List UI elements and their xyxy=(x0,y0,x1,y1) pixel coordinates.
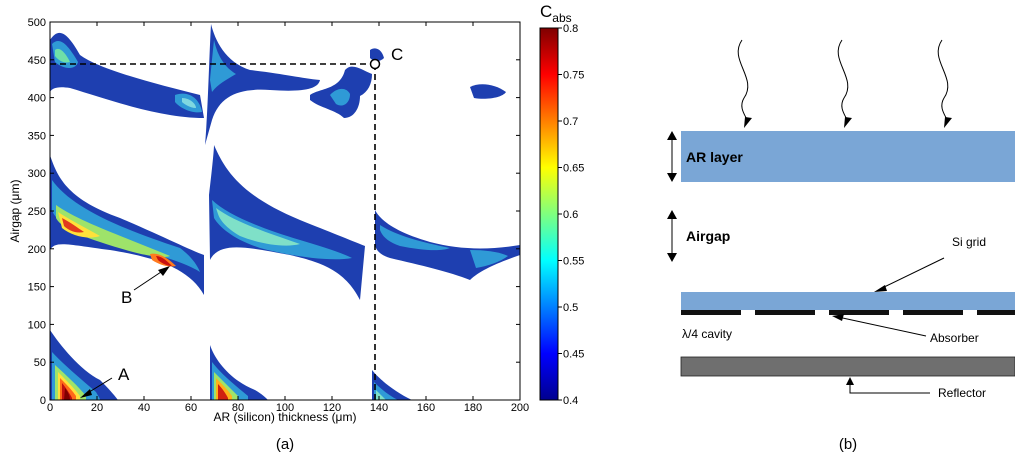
contour-regions xyxy=(50,24,520,400)
colorbar-label: Cabs xyxy=(540,2,572,25)
absorber-segment xyxy=(755,310,815,315)
ar-layer-label: AR layer xyxy=(686,149,743,165)
y-tick-label: 250 xyxy=(28,206,46,218)
y-tick-label: 400 xyxy=(28,93,46,105)
contour-plot: 0 20 40 60 80 100 120 140 160 180 200 0 50 100 150 200… xyxy=(8,2,584,453)
x-tick-label: 0 xyxy=(47,402,53,414)
radiation-arrowhead-1 xyxy=(744,117,752,128)
x-tick-label: 180 xyxy=(464,402,482,414)
point-b: B xyxy=(121,266,170,307)
radiation-wave-3 xyxy=(937,39,949,123)
x-tick-label: 80 xyxy=(232,402,244,414)
reflector-label: Reflector xyxy=(938,386,986,400)
contour-spike-top xyxy=(205,24,320,145)
absorber-segment xyxy=(977,310,1015,315)
layer-diagram: AR layer Airgap Si grid λ/4 cavity Absor… xyxy=(667,39,1015,453)
caption-b: (b) xyxy=(839,436,857,453)
point-a-label: A xyxy=(118,365,130,384)
contour-band-bottom xyxy=(50,330,412,400)
y-tick-label: 300 xyxy=(28,168,46,180)
contour-region-top-left xyxy=(50,32,204,118)
cavity-label: λ/4 cavity xyxy=(682,327,732,341)
point-b-arrow xyxy=(133,269,165,291)
radiation-wave-1 xyxy=(737,39,749,123)
x-axis-ticks: 0 20 40 60 80 100 120 140 160 180 200 xyxy=(47,22,529,414)
point-c-marker xyxy=(369,58,381,70)
reflector-pointer xyxy=(849,380,930,394)
point-b-label: B xyxy=(121,288,132,307)
si-grid-pointer-head xyxy=(874,285,887,292)
colorbar-tick-label: 0.6 xyxy=(563,209,578,221)
colorbar-tick-label: 0.75 xyxy=(563,70,584,82)
x-tick-label: 140 xyxy=(370,402,388,414)
y-tick-label: 500 xyxy=(28,17,46,29)
si-grid-label: Si grid xyxy=(952,235,986,249)
y-tick-label: 150 xyxy=(28,282,46,294)
reflector xyxy=(680,356,1015,377)
airgap-label: Airgap xyxy=(686,228,730,244)
y-tick-label: 450 xyxy=(28,55,46,67)
point-c-label: C xyxy=(391,45,403,64)
colorbar-tick-label: 0.8 xyxy=(563,23,578,35)
y-axis-ticks: 0 50 100 150 200 250 300 350 400 450 500 xyxy=(28,17,520,407)
colorbar-tick-label: 0.65 xyxy=(563,163,584,175)
absorber-pointer-head xyxy=(832,314,844,321)
colorbar-tick-label: 0.55 xyxy=(563,256,584,268)
absorber-pointer xyxy=(837,316,927,337)
colorbar-tick-label: 0.4 xyxy=(563,395,578,407)
absorber-label: Absorber xyxy=(930,331,979,345)
x-tick-label: 40 xyxy=(138,402,150,414)
airgap-arrow xyxy=(667,210,677,262)
radiation-arrowhead-3 xyxy=(944,117,952,128)
incoming-radiation xyxy=(737,39,949,123)
si-grid-layer xyxy=(681,292,1015,310)
radiation-arrowhead-2 xyxy=(844,117,852,128)
x-tick-label: 100 xyxy=(276,402,294,414)
x-axis-label: AR (silicon) thickness (μm) xyxy=(214,410,357,424)
absorber-segment xyxy=(681,310,741,315)
x-tick-label: 200 xyxy=(511,402,529,414)
ar-layer xyxy=(681,131,1015,182)
y-tick-label: 50 xyxy=(34,357,46,369)
caption-a: (a) xyxy=(276,436,294,453)
absorber-segment xyxy=(903,310,963,315)
point-a: A xyxy=(80,365,130,398)
contour-blobs-top-right xyxy=(310,48,506,118)
x-tick-label: 20 xyxy=(91,402,103,414)
y-tick-label: 100 xyxy=(28,319,46,331)
absorber-segments xyxy=(681,310,1015,315)
point-a-arrowhead xyxy=(80,389,92,398)
point-b-arrowhead xyxy=(158,266,170,276)
y-axis-label: Airgap (μm) xyxy=(8,180,22,243)
radiation-wave-2 xyxy=(837,39,849,123)
colorbar: Cabs 0.8 0.75 0.7 0.65 0.6 0.55 0.5 0.45 0.4 xyxy=(539,2,584,407)
colorbar-tick-label: 0.45 xyxy=(563,349,584,361)
si-grid-pointer xyxy=(879,257,945,290)
contour-band-middle xyxy=(50,145,520,300)
x-tick-label: 160 xyxy=(417,402,435,414)
x-tick-label: 60 xyxy=(185,402,197,414)
x-tick-label: 120 xyxy=(323,402,341,414)
y-tick-label: 0 xyxy=(40,395,46,407)
reflector-pointer-head xyxy=(846,377,854,385)
colorbar-gradient xyxy=(539,27,559,401)
colorbar-ticks: 0.8 0.75 0.7 0.65 0.6 0.55 0.5 0.45 0.4 xyxy=(558,23,584,407)
y-tick-label: 350 xyxy=(28,130,46,142)
colorbar-tick-label: 0.7 xyxy=(563,116,578,128)
absorber-segment xyxy=(829,310,889,315)
colorbar-tick-label: 0.5 xyxy=(563,302,578,314)
y-tick-label: 200 xyxy=(28,244,46,256)
point-c: C xyxy=(369,45,403,70)
ar-layer-thickness-arrow xyxy=(667,131,677,182)
